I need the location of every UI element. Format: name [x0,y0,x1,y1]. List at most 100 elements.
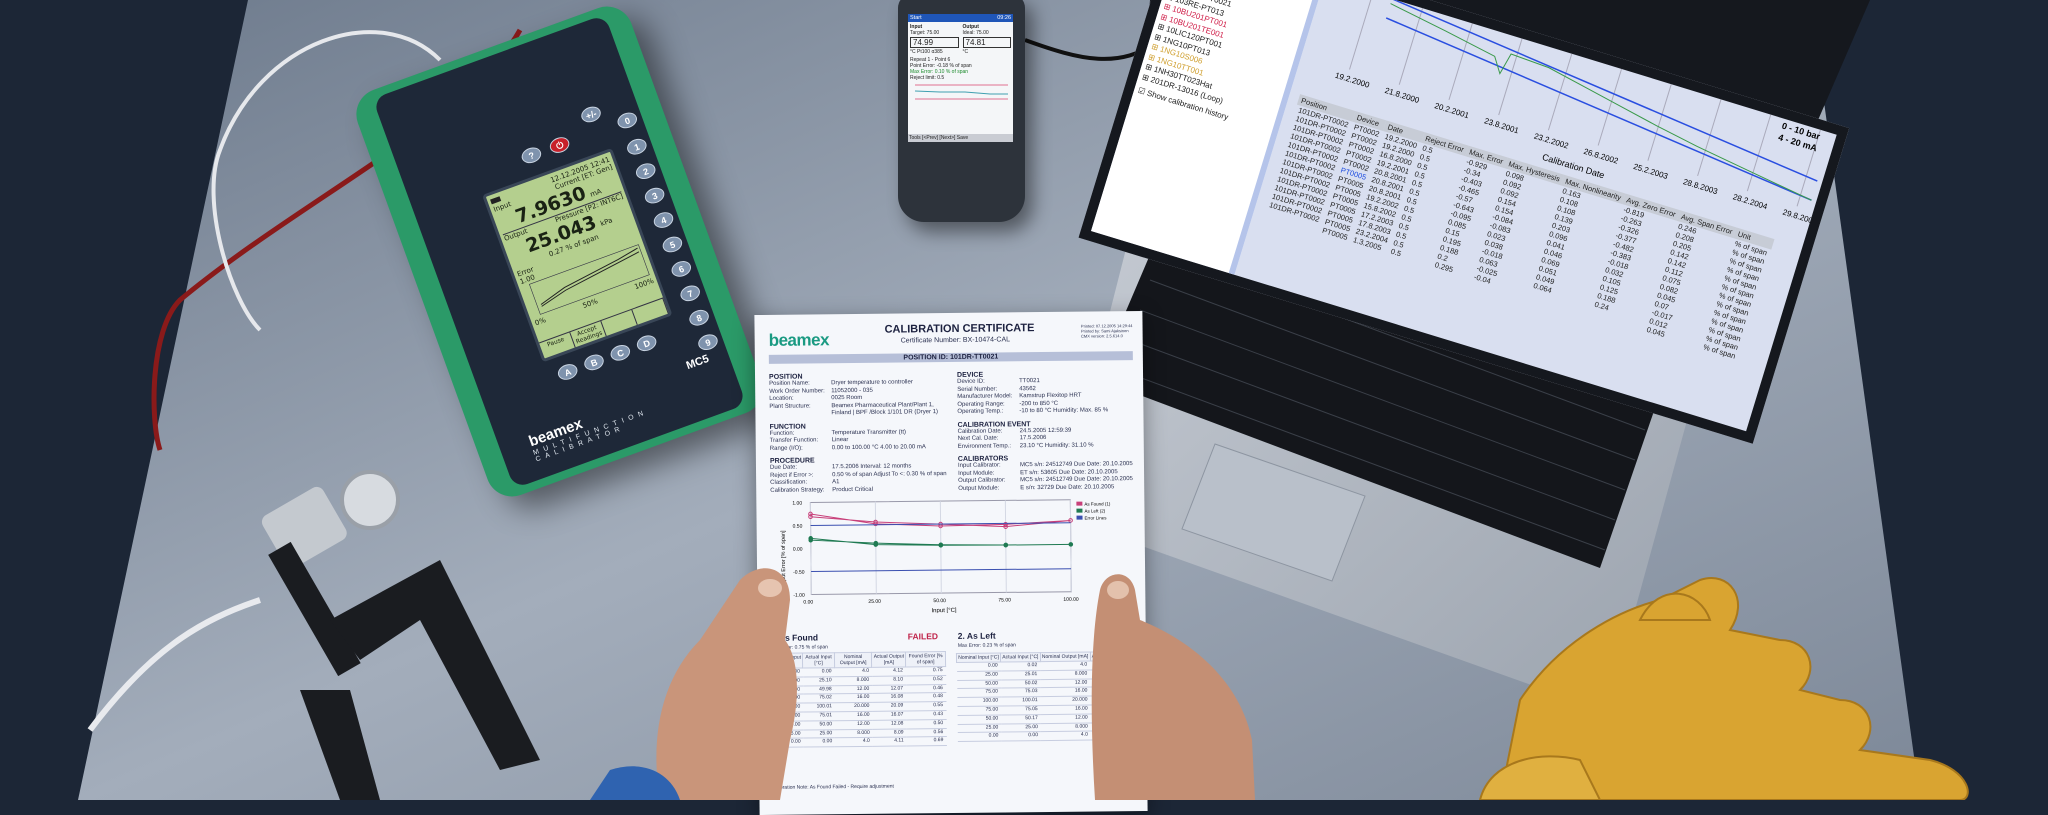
x-tick-label: 29.8.2004 [1781,208,1818,227]
table-cell: 25.00 [803,729,836,739]
table-cell: 8.10 [872,675,907,685]
hand-pump [87,470,540,800]
table-cell: 75.01 [803,711,836,721]
table-cell: 50.00 [769,720,804,730]
white-cable [211,30,442,332]
start-button[interactable]: Start [910,15,922,21]
x-grid-line [809,502,812,595]
table-cell: 25.00 [956,670,1001,681]
field-value: Beamex Pharmaceutical Plant/Plant 1, Fin… [831,401,939,417]
y-axis-label: Output Error [% of span] [781,530,788,590]
field-label: Range (I/O): [769,445,803,452]
as-left-max-error: Max Error: 0.23 % of span [957,642,1016,649]
column-header: Nominal Input [°C] [768,653,803,669]
key-1[interactable]: 1 [624,136,649,158]
key-plusminus[interactable]: +/- [579,103,603,125]
table-cell: 20.000 [1040,696,1091,706]
laptop-touchpad[interactable] [1181,443,1366,582]
pda-target: Target: 75.00 [910,30,940,36]
as-left-table: Nominal Input [°C] Actual Input [°C] Nomin… [956,651,1137,742]
field-label: Environment Temp.: [957,442,1012,450]
grid-line [1647,84,1672,161]
key-9[interactable]: 9 [696,331,720,353]
power-key[interactable]: ⏻ [547,134,572,156]
key-2[interactable]: 2 [633,160,658,182]
key-5[interactable]: 5 [660,233,685,255]
table-cell: 25.00 [1001,723,1041,733]
table-cell: 0.48 [906,692,946,703]
key-8[interactable]: 8 [687,307,712,329]
table-cell: 12.00 [834,684,873,695]
key-help[interactable]: ? [519,144,544,166]
data-point [808,514,813,520]
calibrator-face: 12.12.2005 12:41 Input Current [ET: Gen] … [372,14,747,489]
legend-swatch [1076,515,1083,520]
key-6[interactable]: 6 [669,258,694,280]
key-3[interactable]: 3 [642,185,667,207]
pda-output-field[interactable]: 74.81 [962,37,1011,48]
pda-toolbar[interactable]: Tools [<Prev] [Next>] Save [908,134,1013,142]
x-tick-label: 0.00 [803,599,813,605]
legend-entry: Error Lines [1085,515,1108,520]
softkey-accept-readings[interactable]: Accept Readings [570,320,607,348]
device-field: Operating Temp.: -10 to 80 °C Humidity: M… [957,407,1137,416]
key-0[interactable]: 0 [615,109,640,131]
key-4[interactable]: 4 [651,209,676,231]
pda-device: Start 09:26 Input Target: 75.00 74.99 °C Pt… [898,0,1025,222]
y-tick-label: 0.00 [793,547,803,553]
table-cell: 0.00 [1001,731,1042,742]
table-cell: 50.00 [957,714,1002,725]
pda-input-field[interactable]: 74.99 [910,37,959,48]
field-value: Temperature Transmitter (tt) [831,428,907,436]
calibrator-display: 12.12.2005 12:41 Input Current [ET: Gen] … [482,147,673,363]
table-cell: 4.11 [872,737,907,747]
key-D[interactable]: D [634,332,659,354]
table-cell: 16.00 [834,693,873,703]
table-cell: 75.00 [957,705,1002,716]
error-limit-line [1391,0,1818,182]
pda-input-unit: °C Pt100 α385 [910,49,943,55]
key-C[interactable]: C [608,342,633,364]
grid-line [1697,99,1722,177]
table-cell: 4.04 [1090,660,1136,670]
pda-clock: 09:26 [997,15,1011,21]
softkey-3[interactable] [601,309,638,336]
model-label: MC5 [684,352,711,373]
legend-entry: As Left (2) [1084,508,1105,513]
yellow-gloves [1478,577,1969,800]
failed-status: FAILED [907,631,939,642]
data-point [1003,542,1009,548]
table-cell: 0.00 [768,668,803,678]
table-cell: 0.69 [906,736,947,747]
field-value: -10 to 80 °C Humidity: Max. 85 % [1019,407,1109,415]
beamex-logo: beamex [768,330,830,350]
table-cell: 12.0 [1090,678,1136,688]
table-cell: 12.08 [872,719,907,729]
legend-swatch [1076,501,1083,506]
data-point [873,540,879,546]
key-7[interactable]: 7 [678,282,703,304]
position-field: Plant Structure: Beamex Pharmaceutical Pl… [769,402,949,419]
table-cell: 25.00 [957,723,1002,733]
x-tick-label: 23.8.2001 [1483,116,1520,135]
table-cell: 50.00 [956,679,1001,689]
as-found-heading: 1. As Found [769,632,819,643]
table-cell: 0.00 [803,738,836,748]
series-line [810,522,1071,526]
x-tick-label: 50.00 [933,598,946,604]
table-cell: 4.0 [834,667,873,677]
table-cell: 50.17 [1001,714,1041,724]
key-B[interactable]: B [582,351,606,373]
printed-info: Printed: 07.12.2005 14:29:44 Printed by: … [1081,323,1133,339]
table-row: 0.00 0.00 4.0 4.11 0.69 [769,736,947,748]
table-cell: 0.50 [906,719,947,729]
position-id: POSITION ID: 101DR-TT0021 [768,351,1133,364]
key-A[interactable]: A [555,361,580,383]
softkey-4[interactable] [632,298,669,325]
history-chart: 19.2.2000 21.8.2000 20.2.2001 23.8.2001 23.2… [1334,0,1822,227]
data-point [873,521,878,527]
table-cell: 49.98 [803,685,835,695]
table-cell: 0.00 [957,732,1002,742]
error-graph [529,244,650,315]
softkey-pause[interactable]: Pause [539,332,576,359]
